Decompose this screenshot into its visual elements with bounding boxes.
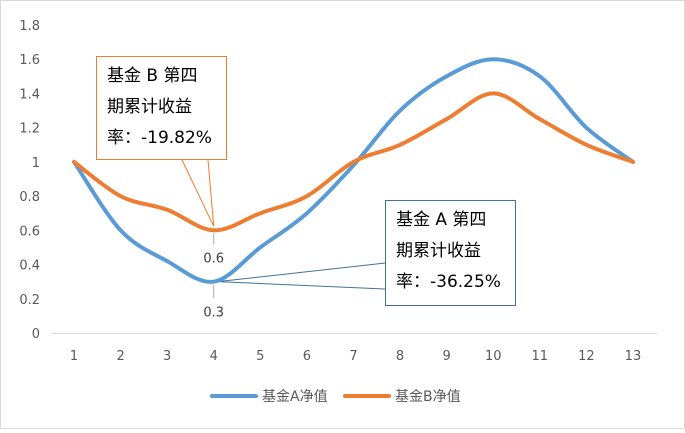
x-tick-label: 12 <box>578 349 595 364</box>
callout-fund-a-line-1: 基金 A 第四 <box>396 210 487 230</box>
x-axis-ticks: 1 2 3 4 5 6 7 8 9 10 11 12 13 <box>70 349 641 364</box>
data-label: 0.6 <box>203 251 224 266</box>
y-tick-label: 1.2 <box>19 122 40 137</box>
series-line-fund-b <box>72 91 635 233</box>
y-tick-label: 0.2 <box>19 293 40 308</box>
x-tick-label: 6 <box>303 349 311 364</box>
callout-fund-a-line-2: 期累计收益 <box>396 241 481 261</box>
legend: 基金A净值 基金B净值 <box>210 388 461 405</box>
callout-fund-b-pointer <box>181 159 215 227</box>
series-lines <box>72 57 635 284</box>
callout-fund-b: 基金 B 第四 期累计收益 率：-19.82% <box>96 56 227 160</box>
callout-fund-a-line-3: 率：-36.25% <box>396 272 501 292</box>
y-tick-label: 1 <box>32 156 40 171</box>
x-tick-label: 9 <box>442 349 450 364</box>
y-tick-label: 1.4 <box>19 87 40 102</box>
x-tick-label: 10 <box>485 349 502 364</box>
legend-label-fund-b: 基金B净值 <box>395 388 461 405</box>
y-tick-label: 0.8 <box>19 190 40 205</box>
x-tick-label: 4 <box>210 349 218 364</box>
x-tick-label: 13 <box>625 349 642 364</box>
y-axis-ticks: 0 0.2 0.4 0.6 0.8 1 1.2 1.4 1.6 1.8 <box>19 19 40 342</box>
data-label: 0.3 <box>203 306 224 321</box>
callout-fund-b-line-1: 基金 B 第四 <box>107 66 198 86</box>
x-tick-label: 2 <box>116 349 124 364</box>
y-tick-label: 0.4 <box>19 259 40 274</box>
x-tick-label: 3 <box>163 349 171 364</box>
y-tick-label: 0 <box>32 327 40 342</box>
data-labels: 0.6 0.3 <box>203 251 224 320</box>
x-tick-label: 5 <box>256 349 264 364</box>
legend-label-fund-a: 基金A净值 <box>262 388 328 405</box>
callout-fund-b-line-3: 率：-19.82% <box>107 128 212 148</box>
callout-fund-a: 基金 A 第四 期累计收益 率：-36.25% <box>385 200 516 306</box>
callout-fund-b-line-2: 期累计收益 <box>107 97 192 117</box>
x-tick-label: 11 <box>532 349 549 364</box>
x-tick-label: 7 <box>349 349 357 364</box>
y-tick-label: 1.8 <box>19 19 40 34</box>
series-line-fund-a <box>72 57 635 284</box>
x-tick-label: 1 <box>70 349 78 364</box>
y-tick-label: 1.6 <box>19 53 40 68</box>
x-tick-label: 8 <box>396 349 404 364</box>
y-tick-label: 0.6 <box>19 224 40 239</box>
